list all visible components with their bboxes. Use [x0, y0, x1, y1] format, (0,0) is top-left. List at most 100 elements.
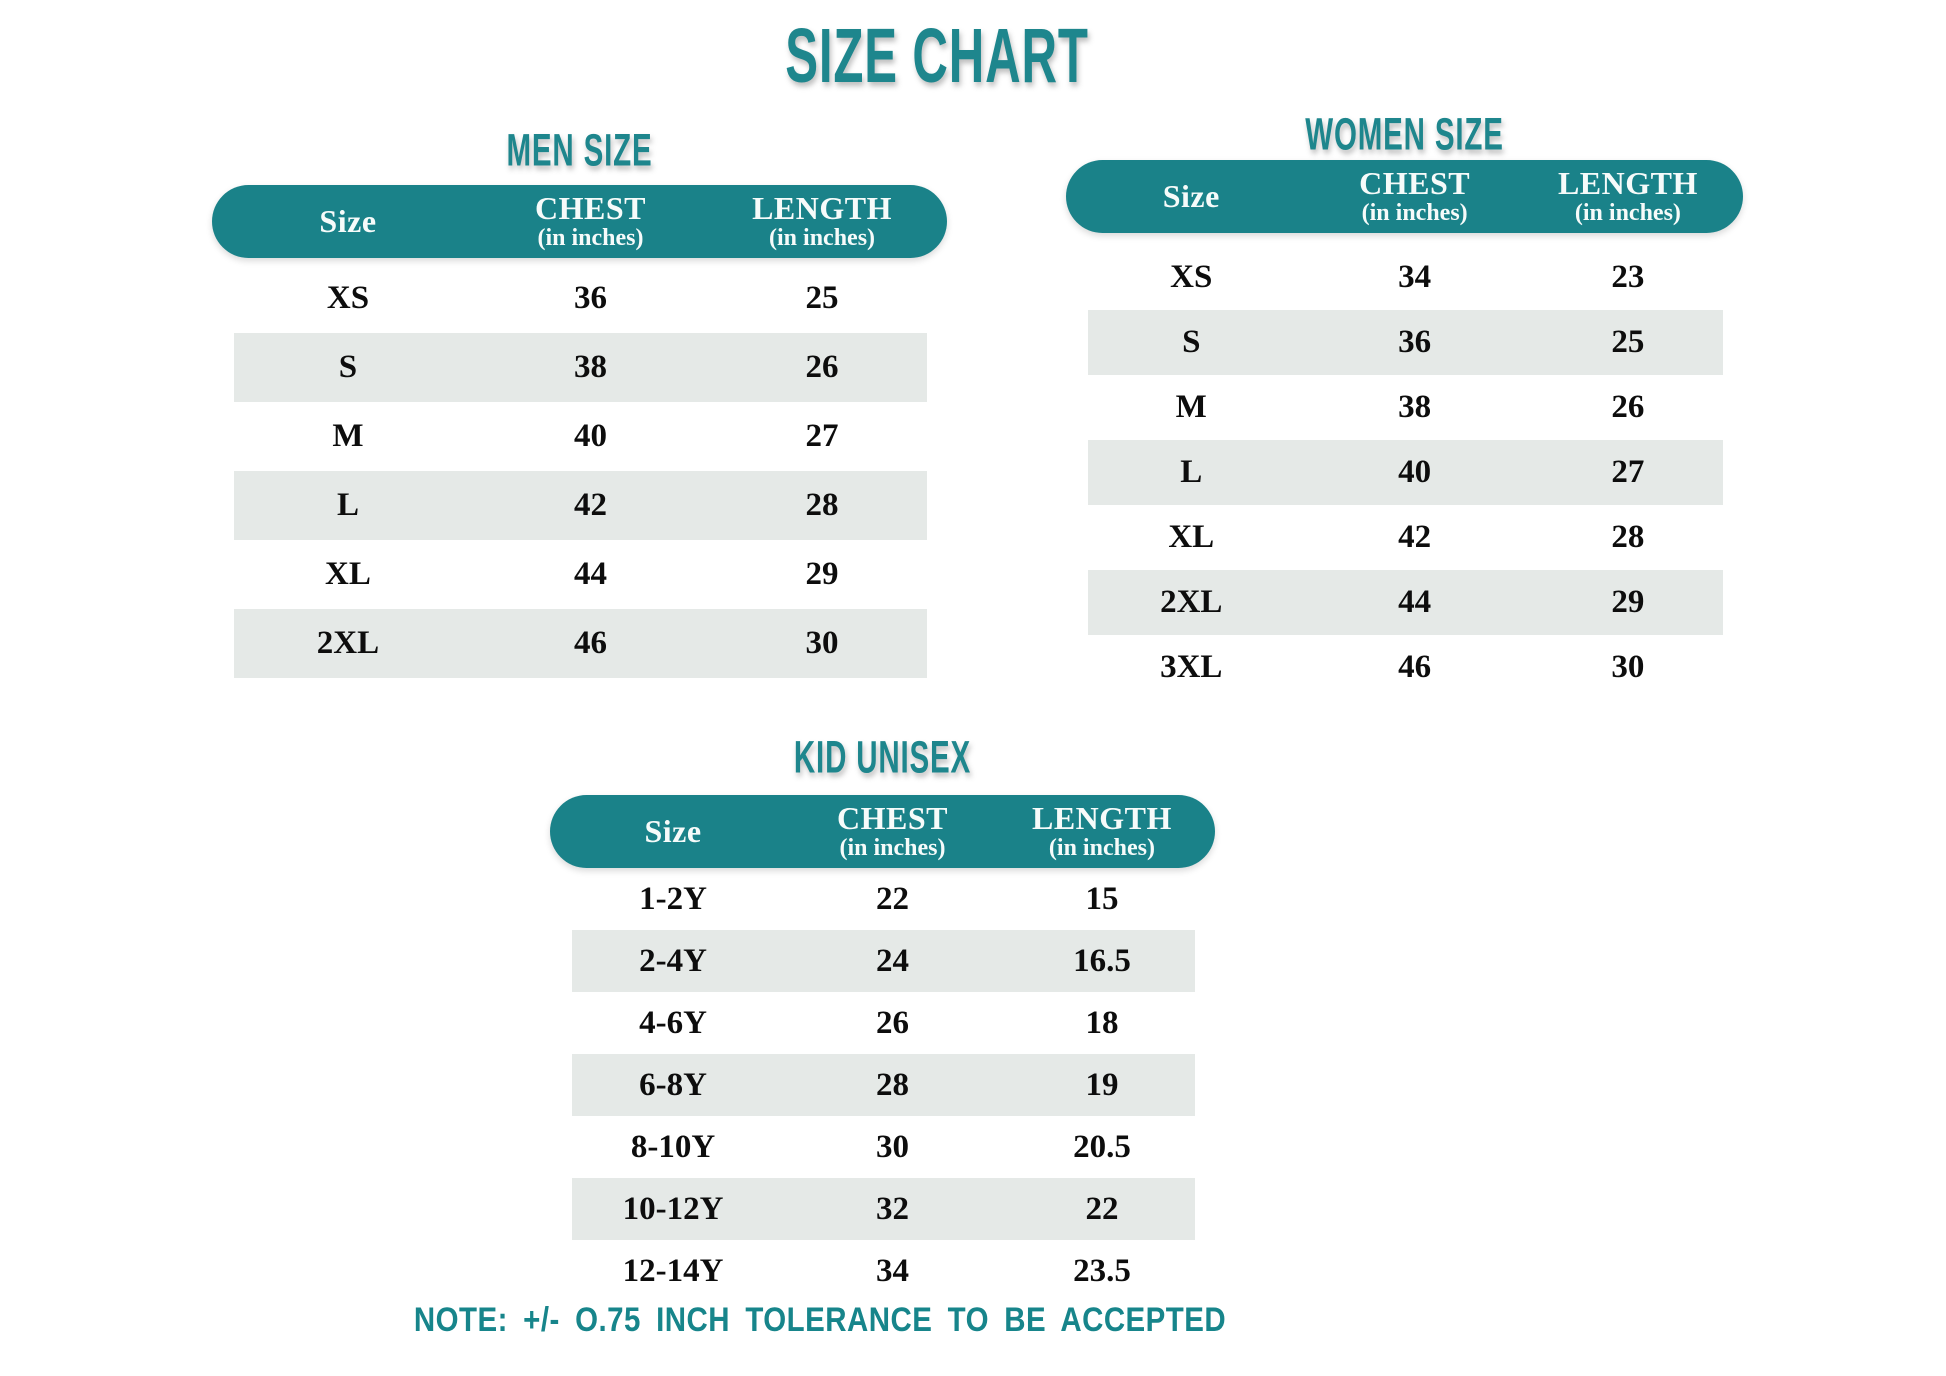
header-label: CHEST	[1359, 165, 1471, 202]
length-cell: 16.5	[1073, 942, 1131, 979]
page-title: SIZE CHART	[785, 12, 1089, 99]
table-row: 3XL 46 30	[1066, 635, 1743, 700]
size-cell: M	[332, 418, 364, 454]
header-col-size: Size	[212, 202, 484, 239]
table-row: 8-10Y 30 20.5	[550, 1116, 1215, 1178]
length-cell: 30	[805, 625, 839, 661]
length-cell: 26	[1611, 389, 1645, 425]
tolerance-note: NOTE: +/- O.75 INCH TOLERANCE TO BE ACCE…	[413, 1300, 1227, 1339]
chest-cell: 36	[1398, 324, 1432, 360]
table-row: 2XL 44 29	[1066, 570, 1743, 635]
length-cell: 29	[1611, 584, 1645, 620]
size-cell: 2XL	[1160, 584, 1223, 620]
size-cell: S	[338, 349, 358, 385]
table-row: 1-2Y 22 15	[550, 868, 1215, 930]
header-sublabel: (in inches)	[537, 224, 644, 251]
header-label: CHEST	[535, 190, 646, 227]
size-cell: XS	[1170, 259, 1213, 295]
size-cell: 12-14Y	[622, 1252, 724, 1289]
size-cell: M	[1175, 389, 1207, 425]
table-row: 4-6Y 26 18	[550, 992, 1215, 1054]
chest-cell: 36	[574, 280, 607, 316]
chest-cell: 40	[574, 418, 607, 454]
chest-cell: 42	[574, 487, 607, 523]
chest-cell: 22	[875, 880, 909, 917]
table-row: 12-14Y 34 23.5	[550, 1240, 1215, 1302]
chest-cell: 30	[875, 1128, 909, 1165]
chest-cell: 24	[875, 942, 909, 979]
length-cell: 28	[1611, 519, 1645, 555]
header-sublabel: (in inches)	[769, 224, 876, 251]
chest-cell: 26	[875, 1004, 909, 1041]
table-row: S 36 25	[1066, 310, 1743, 375]
length-cell: 23	[1611, 259, 1645, 295]
chest-cell: 34	[875, 1252, 909, 1289]
header-col-size: Size	[1066, 177, 1316, 214]
men-table-header-row: Size CHEST (in inches) LENGTH (in inches)	[212, 185, 947, 258]
kid-table-header-row: Size CHEST (in inches) LENGTH (in inches)	[550, 795, 1215, 868]
size-cell: 10-12Y	[622, 1190, 724, 1227]
header-label: LENGTH	[752, 190, 892, 227]
women-size-heading: WOMEN SIZE	[1305, 108, 1504, 160]
length-cell: 25	[1611, 324, 1645, 360]
size-cell: 1-2Y	[639, 880, 707, 917]
size-cell: 4-6Y	[639, 1004, 707, 1041]
table-row: 2XL 46 30	[212, 609, 947, 678]
length-cell: 18	[1085, 1004, 1119, 1041]
size-cell: 3XL	[1160, 649, 1223, 685]
length-cell: 22	[1085, 1190, 1119, 1227]
length-cell: 15	[1085, 880, 1119, 917]
size-cell: 2XL	[316, 625, 380, 661]
header-col-size: Size	[550, 812, 796, 849]
table-row: S 38 26	[212, 333, 947, 402]
length-cell: 23.5	[1073, 1252, 1131, 1289]
size-cell: XS	[326, 280, 370, 316]
size-cell: XL	[1168, 519, 1215, 555]
table-row: XS 36 25	[212, 264, 947, 333]
women-size-table: WOMEN SIZE Size CHEST (in inches) LENGTH (in…	[1066, 108, 1743, 700]
length-cell: 20.5	[1073, 1128, 1131, 1165]
chest-cell: 44	[1398, 584, 1432, 620]
length-cell: 28	[805, 487, 839, 523]
men-size-heading: MEN SIZE	[506, 124, 653, 176]
header-label: Size	[1162, 177, 1220, 214]
men-size-table: MEN SIZE Size CHEST (in inches) LENGTH (in i…	[212, 124, 947, 678]
size-cell: 6-8Y	[639, 1066, 707, 1103]
header-label: Size	[644, 812, 702, 849]
header-sublabel: (in inches)	[839, 834, 946, 861]
table-row: 6-8Y 28 19	[550, 1054, 1215, 1116]
length-cell: 19	[1085, 1066, 1119, 1103]
header-label: Size	[319, 202, 377, 239]
table-row: XL 44 29	[212, 540, 947, 609]
kid-table-body: 1-2Y 22 15 2-4Y 24 16.5 4-6Y 26 18 6-8Y 28 19 8-10Y 3…	[550, 868, 1215, 1302]
chest-cell: 40	[1398, 454, 1432, 490]
header-col-chest: CHEST (in inches)	[484, 192, 697, 251]
table-row: M 40 27	[212, 402, 947, 471]
women-table-header-row: Size CHEST (in inches) LENGTH (in inches)	[1066, 160, 1743, 233]
women-table-body: XS 34 23 S 36 25 M 38 26 L 40 27 XL 42 28 2XL 44 29 3XL 46 3…	[1066, 245, 1743, 700]
chest-cell: 28	[875, 1066, 909, 1103]
table-row: XS 34 23	[1066, 245, 1743, 310]
header-label: CHEST	[836, 800, 948, 837]
length-cell: 27	[805, 418, 839, 454]
header-col-chest: CHEST (in inches)	[796, 802, 989, 861]
header-sublabel: (in inches)	[1574, 199, 1681, 226]
chest-cell: 38	[574, 349, 607, 385]
chest-cell: 46	[574, 625, 607, 661]
size-cell: 8-10Y	[630, 1128, 716, 1165]
header-sublabel: (in inches)	[1361, 199, 1468, 226]
table-row: XL 42 28	[1066, 505, 1743, 570]
table-row: 2-4Y 24 16.5	[550, 930, 1215, 992]
table-row: 10-12Y 32 22	[550, 1178, 1215, 1240]
length-cell: 29	[805, 556, 839, 592]
men-table-body: XS 36 25 S 38 26 M 40 27 L 42 28 XL 44 29 2XL 46 30	[212, 264, 947, 678]
length-cell: 30	[1611, 649, 1645, 685]
chest-cell: 44	[574, 556, 607, 592]
size-cell: 2-4Y	[639, 942, 707, 979]
length-cell: 27	[1611, 454, 1645, 490]
header-label: LENGTH	[1031, 800, 1172, 837]
table-row: M 38 26	[1066, 375, 1743, 440]
size-cell: L	[336, 487, 359, 523]
header-sublabel: (in inches)	[1048, 834, 1155, 861]
